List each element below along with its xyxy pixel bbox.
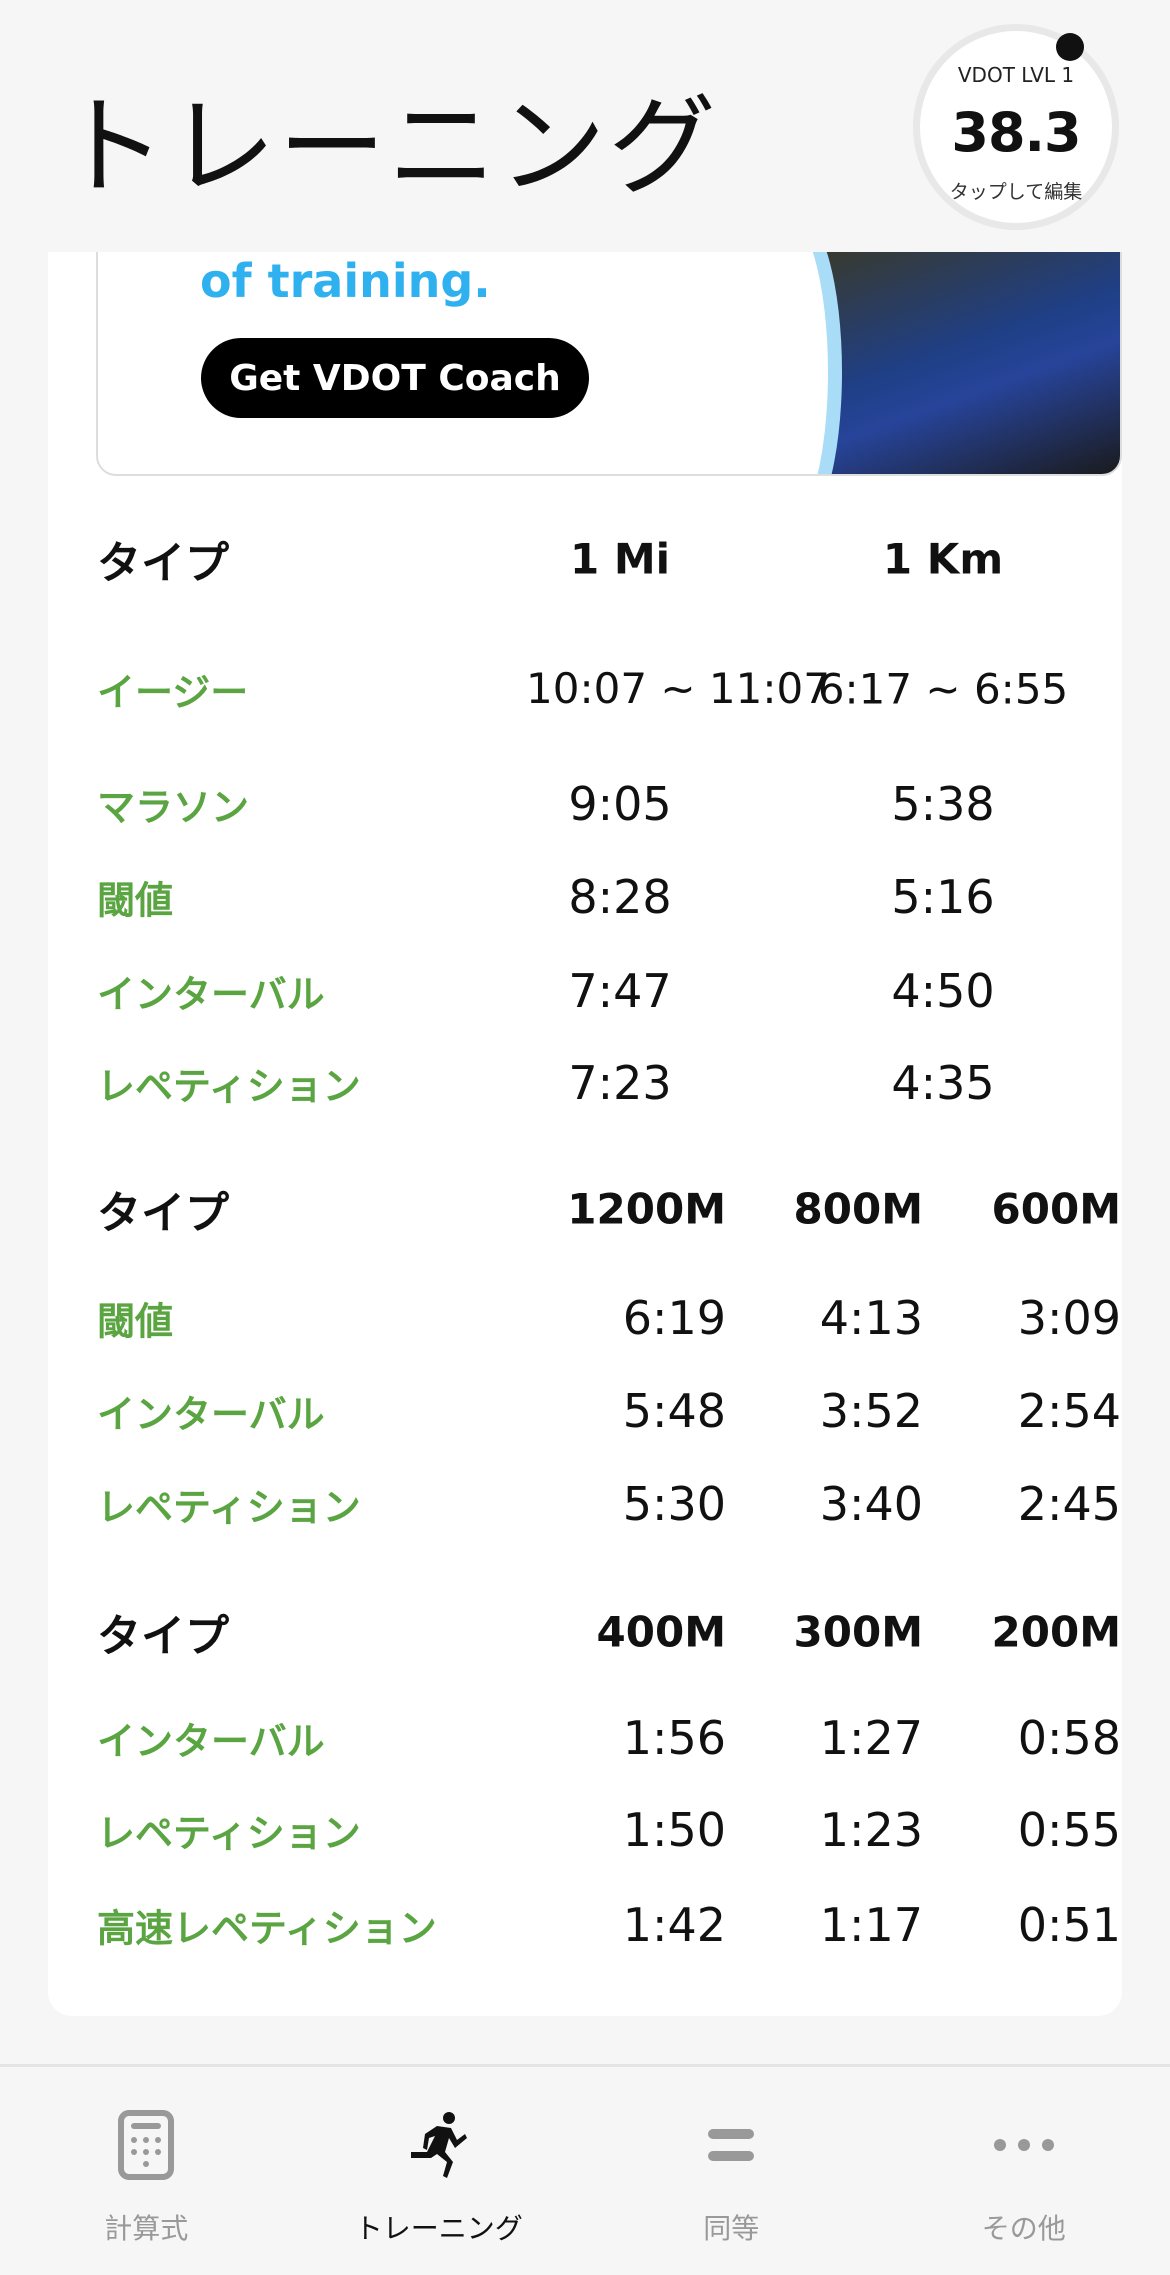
table1-header: タイプ 1 Mi 1 Km: [48, 529, 1122, 590]
vdot-value: 38.3: [951, 101, 1081, 164]
row-type: マラソン: [97, 785, 250, 830]
row-value: 4:13: [819, 1291, 923, 1345]
get-vdot-coach-button[interactable]: Get VDOT Coach: [201, 338, 589, 418]
row-mi: 7:47: [568, 964, 672, 1018]
row-type: レペティション: [97, 1064, 361, 1109]
row-km: 4:50: [891, 964, 995, 1018]
row-type: インターバル: [97, 1719, 325, 1764]
row-value: 5:48: [622, 1384, 726, 1438]
header-type: タイプ: [97, 1611, 229, 1662]
table-row: 高速レペティション 1:42 1:17 0:51: [48, 1895, 1122, 1955]
row-value: 3:52: [819, 1384, 923, 1438]
row-value: 1:23: [819, 1803, 923, 1857]
table-row: 閾値 6:19 4:13 3:09: [48, 1288, 1122, 1348]
vdot-edit-hint: タップして編集: [949, 181, 1083, 203]
row-value: 2:54: [1017, 1384, 1121, 1438]
tab-more[interactable]: その他: [878, 2067, 1170, 2275]
table-row: インターバル 1:56 1:27 0:58: [48, 1708, 1122, 1768]
row-km: 5:38: [891, 777, 995, 831]
table-row: イージー 10:07 ~ 11:07 6:17 ~ 6:55: [48, 659, 1122, 719]
table-row: レペティション 1:50 1:23 0:55: [48, 1800, 1122, 1860]
calculator-icon: [106, 2105, 186, 2185]
row-value: 3:40: [819, 1477, 923, 1531]
header-200m: 200M: [991, 1607, 1121, 1657]
row-km: 6:17 ~ 6:55: [817, 664, 1069, 714]
indicator-dot-icon: [1056, 33, 1084, 61]
table-row: レペティション 7:23 4:35: [48, 1053, 1122, 1113]
row-type: インターバル: [97, 972, 325, 1017]
header-type: タイプ: [97, 1188, 229, 1239]
row-type: レペティション: [97, 1485, 361, 1530]
row-value: 1:27: [819, 1711, 923, 1765]
table-row: 閾値 8:28 5:16: [48, 867, 1122, 927]
row-km: 5:16: [891, 870, 995, 924]
tab-equivalent[interactable]: 同等: [585, 2067, 878, 2275]
equals-icon: [691, 2105, 771, 2185]
row-value: 1:50: [622, 1803, 726, 1857]
page-title: トレーニング: [58, 85, 719, 210]
tab-label: トレーニング: [354, 2212, 523, 2245]
header-400m: 400M: [596, 1607, 726, 1657]
table3-header: タイプ 400M 300M 200M: [48, 1602, 1122, 1663]
header-1km: 1 Km: [882, 534, 1004, 584]
row-value: 1:56: [622, 1711, 726, 1765]
row-value: 1:42: [622, 1898, 726, 1952]
header-1mi: 1 Mi: [569, 534, 671, 584]
vdot-badge[interactable]: VDOT LVL 1 38.3 タップして編集: [913, 24, 1119, 230]
header-800m: 800M: [793, 1184, 923, 1234]
row-mi: 8:28: [568, 870, 672, 924]
row-value: 0:51: [1017, 1898, 1121, 1952]
header-1200m: 1200M: [567, 1184, 726, 1234]
running-icon: [399, 2105, 479, 2185]
row-mi: 7:23: [568, 1056, 672, 1110]
row-mi: 10:07 ~ 11:07: [526, 664, 830, 713]
row-type: イージー: [97, 670, 249, 715]
table-row: インターバル 7:47 4:50: [48, 961, 1122, 1021]
row-type: 閾値: [97, 878, 174, 923]
row-type: インターバル: [97, 1392, 325, 1437]
table2-header: タイプ 1200M 800M 600M: [48, 1179, 1122, 1240]
tab-label: 同等: [703, 2212, 760, 2245]
row-value: 0:58: [1017, 1711, 1121, 1765]
header-type: タイプ: [97, 538, 229, 589]
more-icon: [984, 2105, 1064, 2185]
tab-training[interactable]: トレーニング: [293, 2067, 586, 2275]
row-value: 6:19: [622, 1291, 726, 1345]
row-value: 5:30: [622, 1477, 726, 1531]
row-value: 3:09: [1017, 1291, 1121, 1345]
table-row: マラソン 9:05 5:38: [48, 774, 1122, 834]
row-type: レペティション: [97, 1811, 361, 1856]
row-value: 1:17: [819, 1898, 923, 1952]
promo-photo: [738, 252, 1120, 474]
row-value: 0:55: [1017, 1803, 1121, 1857]
tab-calculator[interactable]: 計算式: [0, 2067, 293, 2275]
row-type: 閾値: [97, 1299, 174, 1344]
row-type: 高速レペティション: [97, 1906, 437, 1951]
header-600m: 600M: [991, 1184, 1121, 1234]
header-300m: 300M: [793, 1607, 923, 1657]
row-value: 2:45: [1017, 1477, 1121, 1531]
tab-label: その他: [981, 2212, 1066, 2245]
promo-text: of training.: [200, 254, 491, 308]
row-km: 4:35: [891, 1056, 995, 1110]
tab-bar: 計算式 トレーニング 同等 その他: [0, 2064, 1170, 2275]
table-row: インターバル 5:48 3:52 2:54: [48, 1381, 1122, 1441]
tab-label: 計算式: [104, 2212, 189, 2245]
table-row: レペティション 5:30 3:40 2:45: [48, 1474, 1122, 1534]
promo-banner[interactable]: of training. Get VDOT Coach: [96, 252, 1122, 476]
row-mi: 9:05: [568, 777, 672, 831]
vdot-level: VDOT LVL 1: [957, 63, 1075, 87]
training-card: of training. Get VDOT Coach タイプ 1 Mi 1 K…: [48, 252, 1122, 2016]
